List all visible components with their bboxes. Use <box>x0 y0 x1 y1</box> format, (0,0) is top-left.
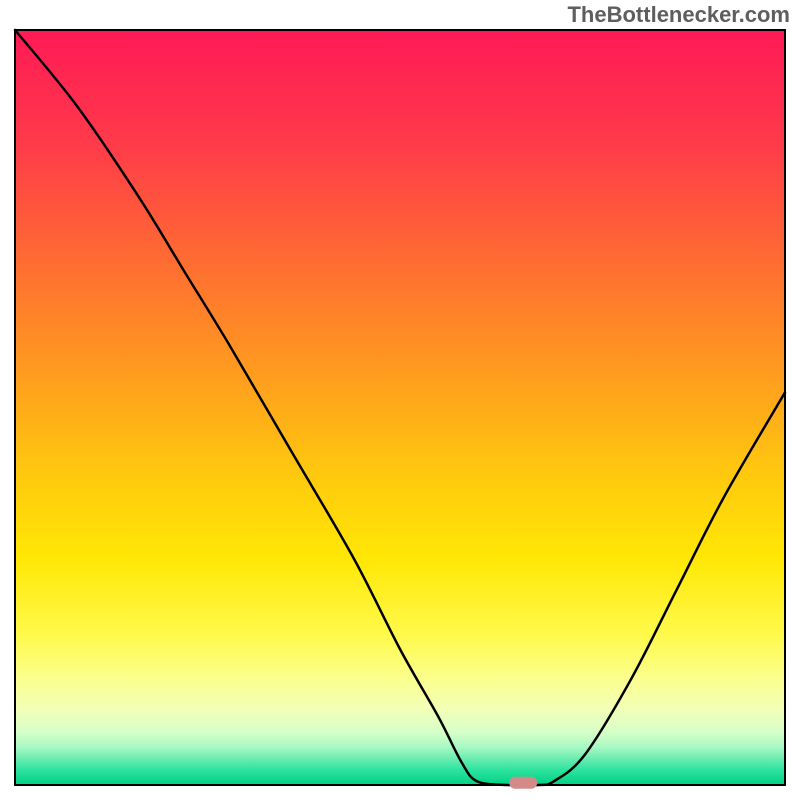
chart-canvas <box>0 0 800 800</box>
optimal-marker <box>509 777 537 789</box>
gradient-backdrop <box>15 30 785 785</box>
watermark-text: TheBottlenecker.com <box>567 2 790 28</box>
bottleneck-chart: TheBottlenecker.com <box>0 0 800 800</box>
